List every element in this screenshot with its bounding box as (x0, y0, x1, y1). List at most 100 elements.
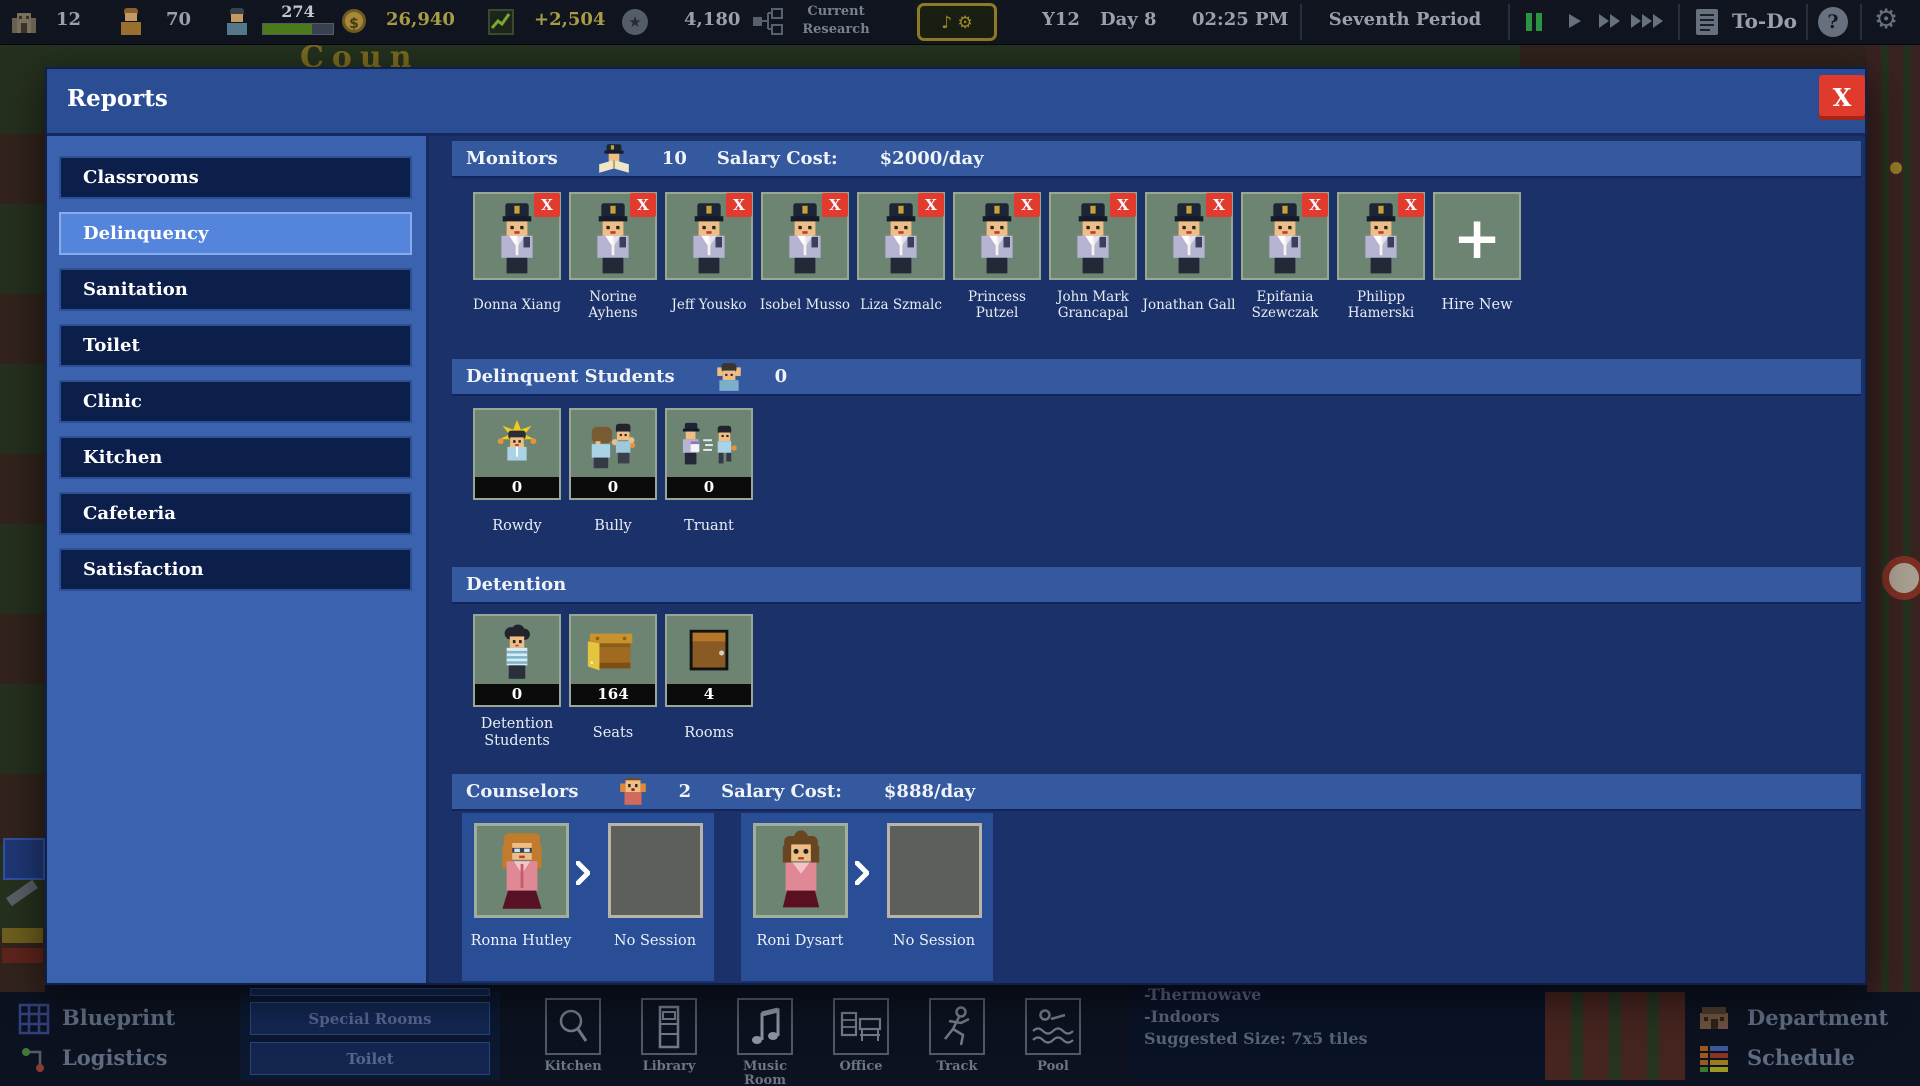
dismiss-monitor-button[interactable]: X (1014, 193, 1040, 217)
bully-card: 0 (569, 408, 657, 500)
dismiss-monitor-button[interactable]: X (1110, 193, 1136, 217)
dismiss-monitor-button[interactable]: X (1302, 193, 1328, 217)
fastest-forward-button[interactable] (1630, 13, 1664, 29)
sidebar-item-delinquency[interactable]: Delinquency (59, 212, 412, 255)
monitor-name: John Mark Grancapal (1057, 289, 1129, 321)
dismiss-monitor-button[interactable]: X (918, 193, 944, 217)
build-item-music-room[interactable]: Music Room (726, 998, 804, 1086)
counselor-panel: Roni Dysart No Session (741, 813, 993, 981)
clipped-room-button[interactable] (250, 988, 490, 996)
department-button[interactable]: Department (1747, 1005, 1889, 1030)
monitor-card[interactable]: X (569, 192, 657, 280)
truant-label: Truant (684, 518, 734, 534)
sidebar-item-sanitation[interactable]: Sanitation (59, 268, 412, 311)
dismiss-monitor-button[interactable]: X (1398, 193, 1424, 217)
period-label: Seventh Period (1328, 9, 1482, 30)
special-rooms-button[interactable]: Special Rooms (250, 1002, 490, 1035)
salary-cost-label: Salary Cost: (721, 781, 842, 802)
session-status: No Session (613, 933, 697, 949)
monitor-name: Isobel Musso (759, 297, 851, 314)
sidebar-item-clinic[interactable]: Clinic (59, 380, 412, 423)
rooms-label: Rooms (684, 725, 734, 741)
counselors-count: 2 (678, 781, 692, 802)
monitor-card[interactable]: X (1049, 192, 1137, 280)
sidebar-item-toilet[interactable]: Toilet (59, 324, 412, 367)
student-avatar (490, 623, 544, 685)
build-item-kitchen[interactable]: Kitchen (534, 998, 612, 1086)
toilet-rooms-button[interactable]: Toilet (250, 1042, 490, 1075)
play-button[interactable] (1568, 13, 1582, 29)
current-research-label: Current Research (802, 4, 870, 38)
student-capacity: 274 (262, 2, 334, 35)
monitor-card[interactable]: X (473, 192, 561, 280)
help-button[interactable]: ? (1818, 7, 1848, 37)
dismiss-monitor-button[interactable]: X (726, 193, 752, 217)
counselor-avatar-blonde (493, 829, 551, 913)
monitor-card[interactable]: X (857, 192, 945, 280)
counselor-card[interactable] (753, 823, 848, 918)
monitor-card[interactable]: X (1337, 192, 1425, 280)
build-item-track[interactable]: Track (918, 998, 996, 1086)
logistics-button[interactable]: Logistics (62, 1045, 168, 1070)
monitor-name: Epifania Szewczak (1251, 289, 1319, 321)
hire-new-card[interactable]: + (1433, 192, 1521, 280)
background-toolbar-icon (3, 838, 45, 880)
blueprint-button[interactable]: Blueprint (62, 1005, 176, 1030)
background-target (1882, 556, 1920, 600)
dismiss-monitor-button[interactable]: X (1206, 193, 1232, 217)
rooms-count: 4 (667, 684, 751, 705)
department-building-icon (1700, 1007, 1728, 1029)
monitor-card[interactable]: X (665, 192, 753, 280)
bottom-toolbar-right: Department Schedule (1685, 992, 1920, 1080)
dismiss-monitor-button[interactable]: X (822, 193, 848, 217)
monitor-name: Liza Szmalc (860, 297, 942, 314)
sidebar-item-cafeteria[interactable]: Cafeteria (59, 492, 412, 535)
monitor-card[interactable]: X (953, 192, 1041, 280)
seats-label: Seats (592, 725, 634, 741)
seats-card: 164 (569, 614, 657, 707)
counselor-name: Roni Dysart (756, 933, 844, 949)
dismiss-monitor-button[interactable]: X (534, 193, 560, 217)
monitor-card[interactable]: X (761, 192, 849, 280)
build-item-library[interactable]: Library (630, 998, 708, 1086)
blueprint-grid-icon (18, 1003, 50, 1035)
dismiss-monitor-button[interactable]: X (630, 193, 656, 217)
todo-button[interactable]: To-Do (1732, 9, 1797, 33)
schedule-button[interactable]: Schedule (1747, 1045, 1855, 1070)
clock-time: 02:25 PM (1192, 9, 1289, 30)
day-label: Day 8 (1100, 9, 1157, 30)
build-item-office[interactable]: Office (822, 998, 900, 1086)
modal-title: Reports (67, 85, 168, 112)
close-button[interactable]: X (1819, 75, 1865, 120)
monitor-card[interactable]: X (1145, 192, 1233, 280)
current-research-thumbnail[interactable]: ♪ ⚙ (914, 0, 1000, 44)
counselor-name: Ronna Hutley (470, 933, 572, 949)
session-slot[interactable] (887, 823, 982, 918)
counselor-card[interactable] (474, 823, 569, 918)
monitors-title: Monitors (466, 148, 558, 169)
game-background-bottom-gap (1545, 992, 1685, 1080)
star-value: 4,180 (684, 9, 741, 30)
bully-count: 0 (571, 477, 655, 498)
seats-count: 164 (571, 684, 655, 705)
rowdy-label: Rowdy (492, 518, 542, 534)
monitor-name: Donna Xiang (473, 297, 561, 314)
build-item-pool[interactable]: Pool (1014, 998, 1092, 1086)
fast-forward-button[interactable] (1598, 13, 1622, 29)
tooltip-line: Suggested Size: 7x5 tiles (1144, 1029, 1368, 1048)
counselors-section-header: Counselors 2 Salary Cost: $888/day (452, 774, 1861, 811)
sidebar-item-kitchen[interactable]: Kitchen (59, 436, 412, 479)
tooltip-line: -Thermowave (1144, 985, 1262, 1004)
settings-gear-icon[interactable]: ⚙ (1874, 4, 1899, 35)
pause-button[interactable] (1524, 13, 1544, 35)
monitor-name: Princess Putzel (968, 289, 1026, 321)
monitor-name: Jonathan Gall (1142, 297, 1236, 314)
session-slot[interactable] (608, 823, 703, 918)
school-building-icon (12, 13, 36, 33)
sidebar-item-classrooms[interactable]: Classrooms (59, 156, 412, 199)
delinquents-title: Delinquent Students (466, 366, 675, 387)
music-note-icon (737, 998, 793, 1055)
sidebar-item-satisfaction[interactable]: Satisfaction (59, 548, 412, 591)
delinquents-count: 0 (774, 366, 788, 387)
monitor-card[interactable]: X (1241, 192, 1329, 280)
